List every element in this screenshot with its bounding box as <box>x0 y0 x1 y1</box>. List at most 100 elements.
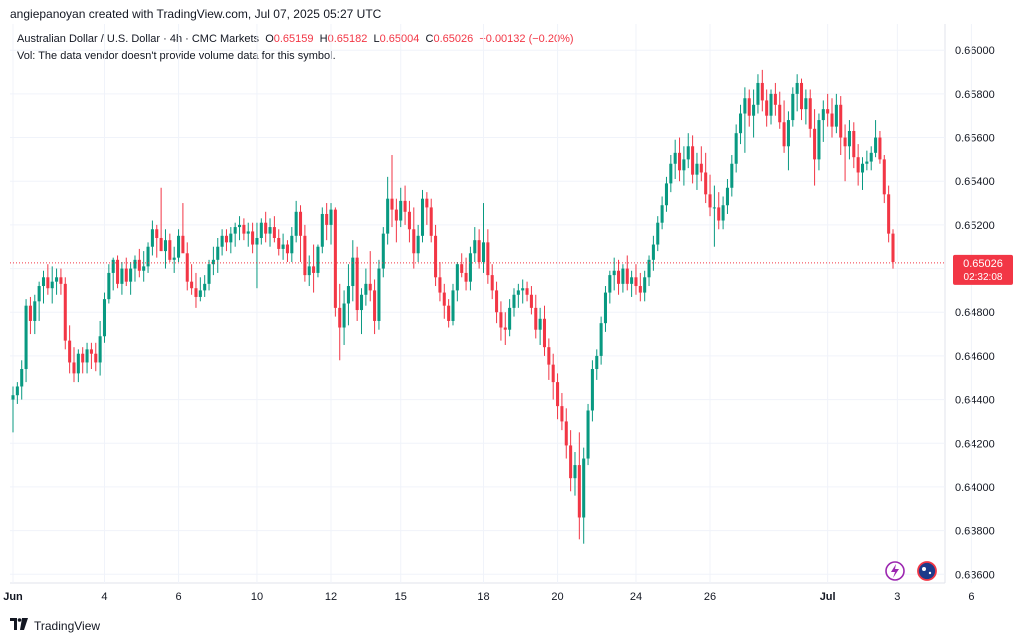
candle-body <box>181 235 185 254</box>
candle-body <box>656 222 660 245</box>
candle-body <box>830 113 834 127</box>
candle-body <box>669 163 673 184</box>
x-tick-label: Jul <box>820 591 836 603</box>
candle-body <box>865 161 869 164</box>
candle-body <box>451 290 455 321</box>
candle-body <box>11 395 15 400</box>
candle-body <box>747 98 751 116</box>
candle-body <box>94 353 98 363</box>
candle-body <box>142 266 146 271</box>
candle-body <box>617 270 621 284</box>
chart-overlay-icons <box>885 561 937 581</box>
candle-body <box>817 120 821 160</box>
candle-body <box>695 163 699 175</box>
candle-body <box>521 288 525 291</box>
candle-body <box>603 292 607 324</box>
last-price-badge <box>953 254 1013 285</box>
candle-body <box>316 246 320 273</box>
candle-body <box>185 253 189 282</box>
candle-body <box>303 235 307 276</box>
candle-body <box>281 244 285 249</box>
candle-body <box>529 294 533 308</box>
high-label: H <box>319 33 328 45</box>
candle-body <box>381 233 385 269</box>
candle-body <box>599 323 603 356</box>
candle-body <box>268 227 272 234</box>
candle-body <box>651 244 655 260</box>
candle-body <box>59 277 63 284</box>
candle-body <box>129 268 133 282</box>
candle-body <box>847 130 851 147</box>
candle-body <box>799 82 804 110</box>
candle-body <box>98 336 102 363</box>
candle-body <box>874 137 878 153</box>
candle-body <box>355 257 359 311</box>
candle-body <box>285 244 289 254</box>
last-price-label: 0.65026 <box>963 258 1003 270</box>
x-tick-label: 15 <box>395 591 407 603</box>
candle-body <box>551 364 555 383</box>
candle-body <box>146 246 150 267</box>
candle-body <box>233 227 237 234</box>
candle-body <box>163 240 167 252</box>
candle-body <box>420 198 425 236</box>
candle-body <box>259 222 263 238</box>
x-tick-label: 18 <box>477 591 489 603</box>
candle-body <box>708 194 712 208</box>
candle-body <box>512 294 516 308</box>
candle-body <box>251 231 255 245</box>
candle-body <box>882 159 886 195</box>
candle-body <box>525 288 529 295</box>
candle-body <box>307 266 311 276</box>
x-tick-label: 6 <box>175 591 181 603</box>
candle-body <box>760 82 764 101</box>
candle-body <box>299 211 303 236</box>
x-tick-label: 4 <box>101 591 107 603</box>
candle-body <box>246 231 250 234</box>
lightning-icon[interactable] <box>885 561 905 581</box>
open-label: O <box>265 33 274 45</box>
candle-body <box>190 281 194 289</box>
candle-body <box>730 163 734 188</box>
candle-body <box>516 290 520 295</box>
candle-body <box>194 288 198 297</box>
candle-body <box>725 187 729 206</box>
y-tick-label: 0.65400 <box>955 176 995 188</box>
candle-body <box>137 259 141 271</box>
change-value: −0.00132 (−0.20%) <box>479 33 574 45</box>
candle-body <box>403 200 407 212</box>
candle-body <box>89 349 93 354</box>
candle-body <box>582 458 586 518</box>
candle-body <box>255 237 259 245</box>
candle-body <box>468 253 472 282</box>
candle-body <box>399 200 403 221</box>
candle-body <box>691 146 695 175</box>
candle-body <box>229 233 233 243</box>
candle-body <box>394 209 398 221</box>
y-tick-label: 0.64800 <box>955 307 995 319</box>
candle-body <box>33 301 37 321</box>
candle-body <box>333 209 337 308</box>
y-tick-label: 0.65800 <box>955 89 995 101</box>
candle-body <box>721 205 725 221</box>
candle-body <box>438 277 442 293</box>
candle-body <box>320 213 324 247</box>
low-value: 0.65004 <box>379 33 420 45</box>
candle-body <box>843 137 847 147</box>
attribution-header: angiepanoyan created with TradingView.co… <box>10 7 382 21</box>
candle-body <box>264 222 268 234</box>
candle-body <box>159 237 163 252</box>
candle-body <box>490 275 494 291</box>
candle-body <box>81 353 85 363</box>
tradingview-logo-icon <box>10 618 28 633</box>
candle-body <box>769 93 773 116</box>
candle-body <box>111 259 115 273</box>
au-flag-icon[interactable] <box>917 561 937 581</box>
candle-body <box>434 235 438 278</box>
candle-body <box>664 183 668 206</box>
candle-body <box>486 242 490 276</box>
candle-body <box>102 299 107 337</box>
candle-body <box>647 259 651 278</box>
candle-body <box>198 290 202 297</box>
